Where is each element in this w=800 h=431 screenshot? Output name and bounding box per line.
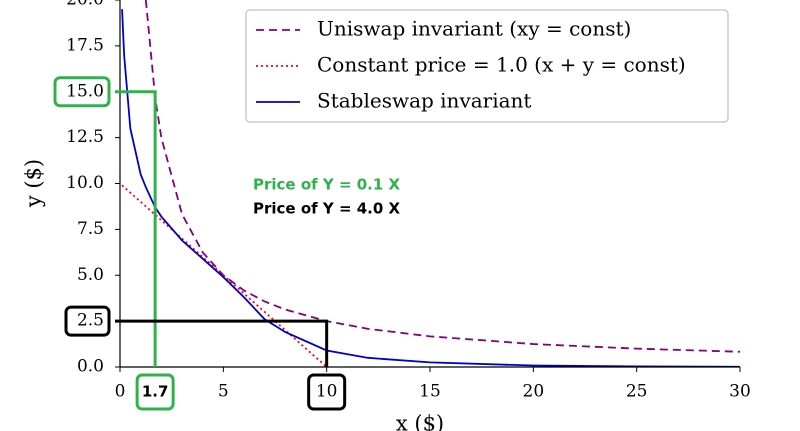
legend-box [245, 9, 729, 123]
y-tick-label: 15.0 [66, 81, 104, 101]
x-tick-label: 10 [316, 382, 338, 402]
legend-label: Constant price = 1.0 (x + y = const) [317, 53, 686, 77]
x-tick-label: 15 [419, 382, 441, 402]
price-note: Price of Y = 0.1 X [253, 176, 401, 194]
y-tick-label: 12.5 [66, 127, 104, 147]
x-tick-label: 0 [115, 382, 126, 402]
y-tick-label: 10.0 [66, 173, 104, 193]
y-tick-label: 20.0 [66, 0, 104, 10]
legend-label: Stableswap invariant [317, 89, 531, 113]
series-line [144, 0, 741, 353]
y-tick-label: 17.5 [66, 35, 104, 55]
series-line [121, 9, 741, 367]
x-tick-label: 25 [626, 382, 648, 402]
price-note: Price of Y = 4.0 X [253, 200, 401, 218]
y-tick-label: 7.5 [77, 219, 104, 239]
x-axis-label: x ($) [396, 412, 444, 431]
x-tick-label: 30 [729, 382, 751, 402]
legend-label: Uniswap invariant (xy = const) [317, 17, 631, 41]
y-highlight-box [64, 305, 111, 337]
guide-line [115, 319, 329, 367]
y-axis-label: y ($) [22, 159, 46, 208]
y-tick-label: 0.0 [77, 357, 104, 377]
x-highlight-box [135, 373, 175, 411]
x-annotation-label: 1.7 [142, 383, 169, 401]
guide-line [115, 90, 157, 367]
y-highlight-box [53, 76, 111, 108]
y-tick-label: 5.0 [77, 265, 104, 285]
x-tick-label: 20 [523, 382, 545, 402]
x-highlight-box [307, 373, 347, 411]
y-tick-label: 2.5 [77, 311, 104, 331]
x-tick-label: 5 [218, 382, 229, 402]
